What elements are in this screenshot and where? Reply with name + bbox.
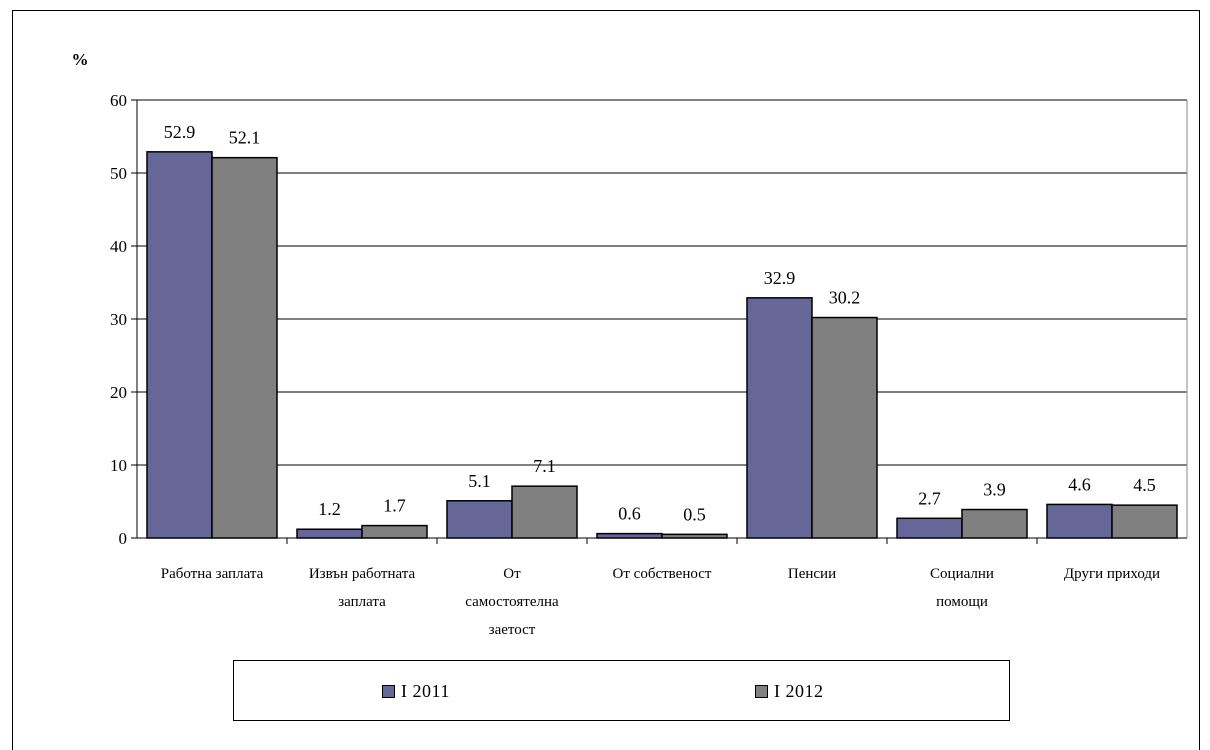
bar — [661, 533, 728, 539]
y-tick-label: 0 — [119, 529, 128, 548]
bar — [811, 316, 878, 539]
data-labels: 52.9 52.1 1.2 1.7 5.1 7.1 0.6 0.5 32.9 30.2 2.7 3.9… — [164, 122, 1156, 525]
bar — [296, 528, 363, 539]
bar — [961, 508, 1028, 539]
data-label: 52.1 — [229, 128, 261, 148]
category-label: помощи — [936, 594, 988, 610]
category-label: заетост — [489, 622, 536, 638]
y-tick-label: 10 — [110, 456, 127, 475]
category-label: От собственост — [613, 566, 712, 582]
bar — [511, 485, 578, 539]
x-axis: Работна заплата Извън работната заплата От с… — [161, 538, 1160, 638]
data-label: 1.7 — [383, 496, 406, 516]
category-label: заплата — [338, 594, 386, 610]
legend-swatch-2011 — [382, 684, 395, 698]
bars — [146, 151, 1178, 539]
data-label: 52.9 — [164, 122, 196, 142]
data-label: 4.6 — [1068, 474, 1091, 494]
bar — [446, 500, 513, 539]
category-label: Извън работната — [309, 566, 416, 582]
y-axis: 0 10 20 30 40 50 60 — [110, 91, 137, 548]
category-label: Пенсии — [788, 566, 836, 582]
category-label: самостоятелна — [465, 594, 559, 610]
legend-label-2012: I 2012 — [774, 680, 824, 701]
legend-label-2011: I 2011 — [401, 680, 450, 701]
data-label: 4.5 — [1133, 475, 1156, 495]
bar — [1111, 504, 1178, 539]
data-label: 30.2 — [829, 288, 861, 308]
category-label: Социални — [930, 566, 994, 582]
bar — [1046, 503, 1113, 539]
y-tick-label: 60 — [110, 91, 127, 110]
bar — [211, 156, 278, 539]
y-tick-label: 20 — [110, 383, 127, 402]
bar — [146, 151, 213, 539]
category-label: Работна заплата — [161, 566, 264, 582]
data-label: 3.9 — [983, 480, 1006, 500]
y-tick-label: 40 — [110, 237, 127, 256]
legend-swatch-2012 — [755, 684, 768, 698]
category-label: Други приходи — [1064, 566, 1160, 582]
gridlines — [137, 99, 1187, 466]
legend-item-2012: I 2012 — [755, 681, 824, 701]
legend: I 2011 I 2012 — [233, 660, 1010, 721]
data-label: 1.2 — [318, 499, 341, 519]
chart-frame — [12, 10, 1200, 750]
legend-item-2011: I 2011 — [382, 681, 450, 701]
data-label: 5.1 — [468, 471, 491, 491]
y-tick-label: 50 — [110, 164, 127, 183]
data-label: 2.7 — [918, 488, 941, 508]
y-unit-label: % — [72, 50, 89, 69]
data-label: 7.1 — [533, 456, 556, 476]
category-label: От — [503, 566, 521, 582]
bar — [596, 532, 663, 539]
data-label: 0.5 — [683, 504, 706, 524]
bar — [361, 524, 428, 539]
bar — [746, 297, 813, 539]
bar — [896, 517, 963, 539]
y-tick-label: 30 — [110, 310, 127, 329]
data-label: 32.9 — [764, 268, 796, 288]
data-label: 0.6 — [618, 504, 641, 524]
